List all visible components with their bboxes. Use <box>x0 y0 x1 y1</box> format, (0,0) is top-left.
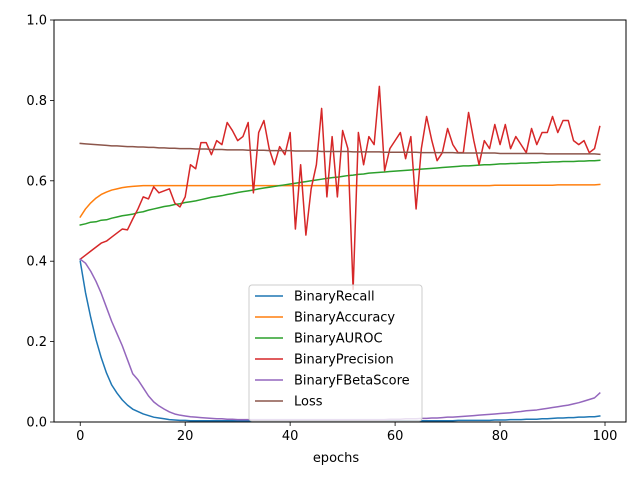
y-tick-label: 0.2 <box>26 335 47 350</box>
legend-box <box>248 284 423 422</box>
x-tick-label: 20 <box>177 429 194 444</box>
x-tick-label: 80 <box>492 429 509 444</box>
y-tick-label: 0.0 <box>26 416 47 431</box>
y-tick-label: 0.4 <box>26 255 47 270</box>
x-axis-label: epochs <box>313 451 360 466</box>
series-line-BinaryAUROC <box>79 159 601 226</box>
y-tick-label: 1.0 <box>26 14 47 29</box>
legend-label-BinaryFBetaScore: BinaryFBetaScore <box>294 374 410 389</box>
x-tick-label: 100 <box>593 429 618 444</box>
series-layer <box>79 85 601 422</box>
x-axis: 0 20 40 60 80 100 <box>76 422 617 444</box>
legend-label-BinaryPrecision: BinaryPrecision <box>294 353 394 368</box>
legend-label-BinaryRecall: BinaryRecall <box>294 290 375 305</box>
series-line-Loss <box>79 142 601 156</box>
series-line-BinaryPrecision <box>79 85 601 291</box>
legend-label-BinaryAUROC: BinaryAUROC <box>294 332 383 347</box>
series-line-BinaryAccuracy <box>79 183 601 219</box>
y-tick-label: 0.6 <box>26 174 47 189</box>
x-tick-label: 60 <box>387 429 404 444</box>
y-tick-label: 0.8 <box>26 94 47 109</box>
x-tick-label: 0 <box>76 429 84 444</box>
legend: BinaryRecall BinaryAccuracy BinaryAUROC Bin… <box>248 284 423 422</box>
x-tick-label: 40 <box>282 429 299 444</box>
plot-frame <box>53 19 627 423</box>
y-axis: 0.0 0.2 0.4 0.6 0.8 1.0 <box>26 14 54 431</box>
legend-label-Loss: Loss <box>294 395 323 410</box>
legend-label-BinaryAccuracy: BinaryAccuracy <box>294 311 395 326</box>
